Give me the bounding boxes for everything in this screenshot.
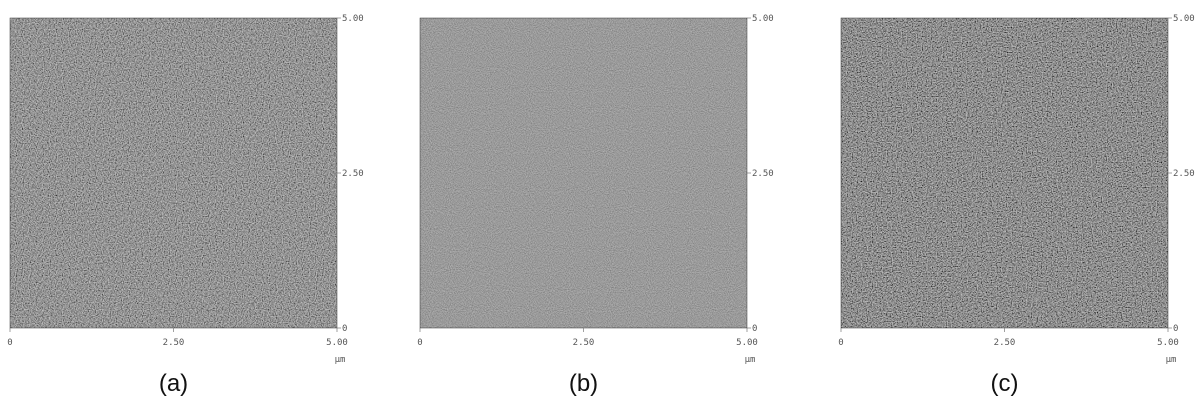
x-tick-label: 0 xyxy=(7,338,12,348)
panel-caption: (b) xyxy=(569,370,598,397)
x-tick-label: 2.50 xyxy=(994,338,1016,348)
y-tick-label: 5.00 xyxy=(342,14,364,24)
afm-image xyxy=(841,18,1168,328)
y-tick-label: 2.50 xyxy=(752,169,774,179)
y-tick-label: 5.00 xyxy=(752,14,774,24)
y-tick-label: 0 xyxy=(1173,324,1178,334)
y-tick-label: 5.00 xyxy=(1173,14,1195,24)
afm-image xyxy=(420,18,747,328)
y-tick-label: 0 xyxy=(752,324,757,334)
x-tick-label: 2.50 xyxy=(163,338,185,348)
x-tick-label: 0 xyxy=(838,338,843,348)
x-tick-label: 5.00 xyxy=(326,338,348,348)
panel-caption: (c) xyxy=(991,370,1019,397)
y-tick-label: 2.50 xyxy=(342,169,364,179)
panel-caption: (a) xyxy=(159,370,188,397)
x-tick-label: 5.00 xyxy=(736,338,758,348)
y-tick-label: 0 xyxy=(342,324,347,334)
x-tick-label: 2.50 xyxy=(573,338,595,348)
x-tick-label: 5.00 xyxy=(1157,338,1179,348)
unit-label: µm xyxy=(745,355,756,365)
unit-label: µm xyxy=(335,355,346,365)
y-tick-label: 2.50 xyxy=(1173,169,1195,179)
unit-label: µm xyxy=(1166,355,1177,365)
x-tick-label: 0 xyxy=(417,338,422,348)
afm-image xyxy=(10,18,337,328)
